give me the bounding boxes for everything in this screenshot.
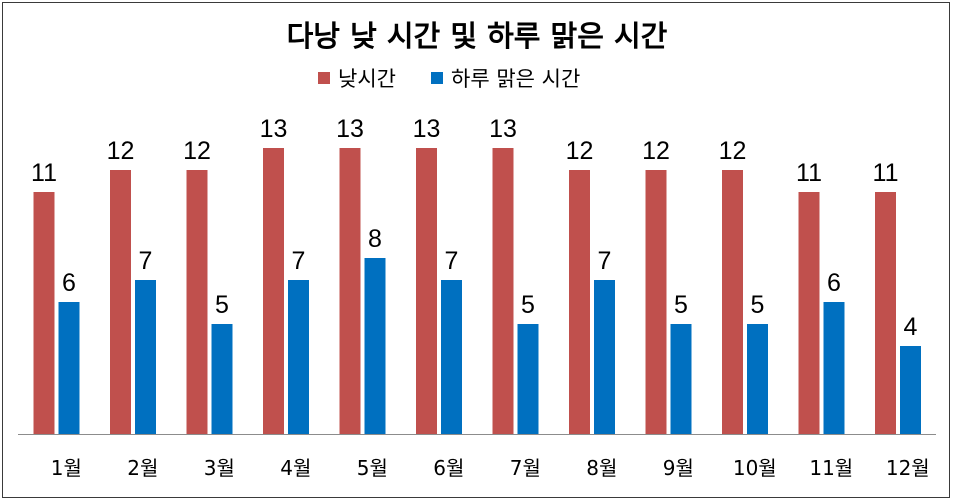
chart-title: 다낭 낮 시간 및 하루 맑은 시간 xyxy=(287,19,668,53)
bar-daytime-8 xyxy=(569,170,590,434)
data-label-clear-hours-11: 6 xyxy=(827,269,841,297)
data-label-daytime-10: 12 xyxy=(719,137,747,165)
data-labels: 11 6 12 7 12 5 13 7 13 8 13 7 13 5 12 7 12 5 12 5 11 6 11 4 xyxy=(31,115,918,341)
bar-clear-hours-5 xyxy=(364,258,386,434)
data-label-daytime-4: 13 xyxy=(260,115,288,143)
data-label-daytime-8: 12 xyxy=(566,137,594,165)
x-tick-label-6: 6월 xyxy=(433,456,464,480)
data-label-daytime-3: 12 xyxy=(183,137,211,165)
bars xyxy=(33,148,921,434)
bar-clear-hours-8 xyxy=(594,280,615,434)
bar-clear-hours-9 xyxy=(670,324,692,434)
x-tick-label-8: 8월 xyxy=(586,456,617,480)
data-label-daytime-6: 13 xyxy=(413,115,441,143)
data-label-clear-hours-7: 5 xyxy=(521,291,535,319)
data-label-daytime-5: 13 xyxy=(336,115,364,143)
x-tick-label-7: 7월 xyxy=(510,456,541,480)
data-label-clear-hours-9: 5 xyxy=(674,291,688,319)
data-label-clear-hours-10: 5 xyxy=(751,291,765,319)
bar-clear-hours-1 xyxy=(58,302,80,434)
legend: 낮시간 하루 맑은 시간 xyxy=(318,67,580,91)
x-tick-label-5: 5월 xyxy=(357,456,388,480)
bar-daytime-4 xyxy=(263,148,284,434)
x-tick-label-10: 10월 xyxy=(733,456,777,480)
bar-clear-hours-3 xyxy=(211,324,233,434)
legend-label-clear-hours: 하루 맑은 시간 xyxy=(451,67,580,91)
bar-clear-hours-4 xyxy=(288,280,309,434)
bar-clear-hours-10 xyxy=(747,324,768,434)
data-label-daytime-11: 11 xyxy=(796,159,822,187)
data-label-daytime-7: 13 xyxy=(489,115,517,143)
bar-clear-hours-12 xyxy=(900,346,921,434)
x-tick-label-12: 12월 xyxy=(886,456,930,480)
data-label-clear-hours-2: 7 xyxy=(139,247,153,275)
x-tick-label-4: 4월 xyxy=(280,456,311,480)
bar-daytime-11 xyxy=(798,192,820,434)
bar-daytime-9 xyxy=(645,170,667,434)
bar-clear-hours-11 xyxy=(823,302,845,434)
bar-daytime-3 xyxy=(186,170,208,434)
legend-swatch-daytime xyxy=(318,72,330,84)
bar-daytime-10 xyxy=(722,170,743,434)
bar-clear-hours-6 xyxy=(441,280,462,434)
data-label-clear-hours-5: 8 xyxy=(368,225,382,253)
data-label-daytime-1: 11 xyxy=(31,159,57,187)
bar-daytime-2 xyxy=(110,170,131,434)
x-tick-label-3: 3월 xyxy=(204,456,235,480)
data-label-daytime-2: 12 xyxy=(107,137,135,165)
x-tick-label-9: 9월 xyxy=(663,456,694,480)
bar-daytime-5 xyxy=(339,148,361,434)
bar-daytime-7 xyxy=(492,148,514,434)
x-tick-label-11: 11월 xyxy=(809,456,853,480)
legend-label-daytime: 낮시간 xyxy=(338,67,396,91)
bar-clear-hours-2 xyxy=(135,280,156,434)
data-label-clear-hours-3: 5 xyxy=(215,291,229,319)
x-axis-tick-labels: 1월 2월 3월 4월 5월 6월 7월 8월 9월 10월 11월 12월 xyxy=(51,456,930,480)
data-label-clear-hours-6: 7 xyxy=(445,247,459,275)
data-label-clear-hours-8: 7 xyxy=(598,247,612,275)
data-label-daytime-9: 12 xyxy=(642,137,670,165)
bar-clear-hours-7 xyxy=(517,324,539,434)
bar-daytime-1 xyxy=(33,192,55,434)
bar-daytime-6 xyxy=(416,148,437,434)
data-label-daytime-12: 11 xyxy=(873,159,899,187)
legend-swatch-clear-hours xyxy=(431,72,443,84)
data-label-clear-hours-12: 4 xyxy=(904,313,918,341)
x-tick-label-2: 2월 xyxy=(127,456,158,480)
bar-daytime-12 xyxy=(875,192,896,434)
data-label-clear-hours-1: 6 xyxy=(62,269,76,297)
x-tick-label-1: 1월 xyxy=(51,456,82,480)
data-label-clear-hours-4: 7 xyxy=(292,247,306,275)
